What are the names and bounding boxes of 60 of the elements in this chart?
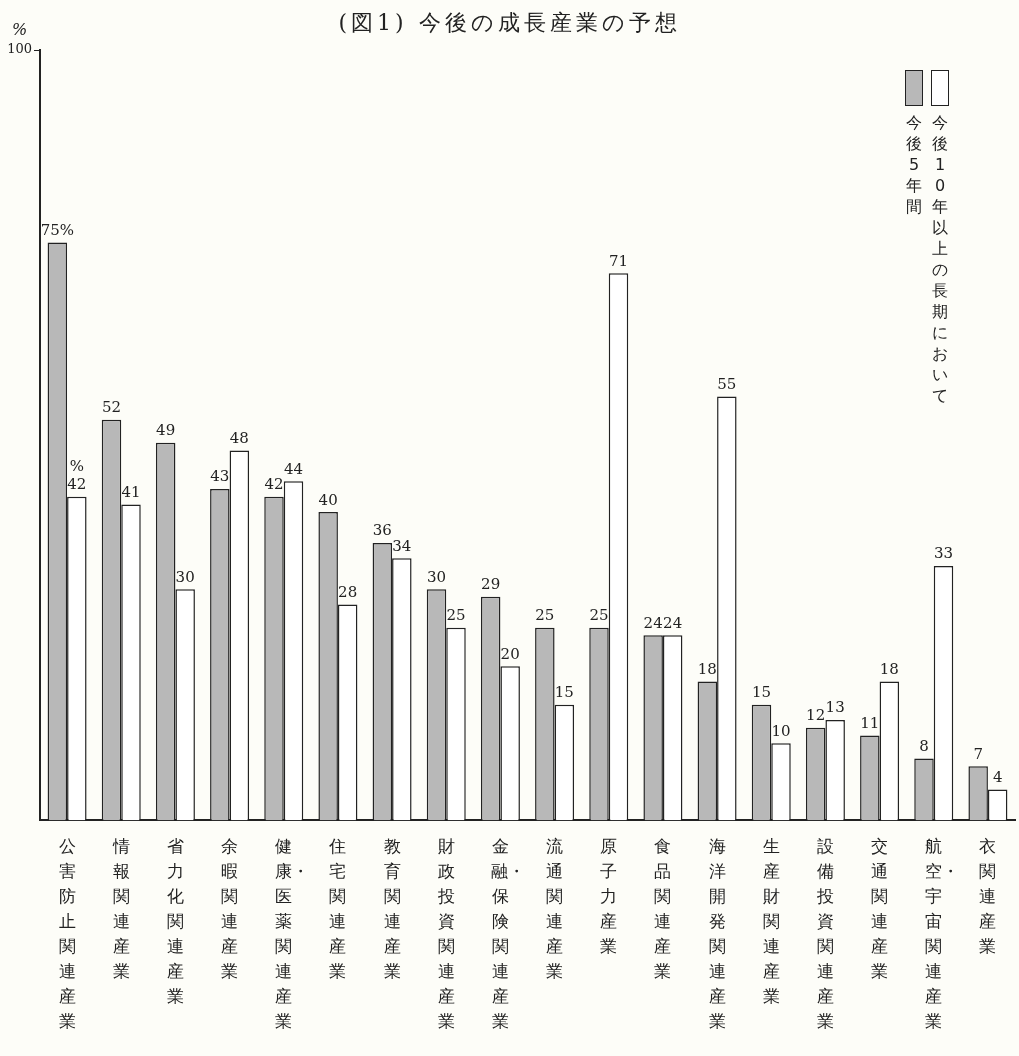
x-tick-label: 財政投資関連産業 bbox=[437, 835, 456, 1034]
data-label: 33 bbox=[933, 544, 954, 563]
data-label: 71 bbox=[608, 251, 629, 270]
data-label: 25 bbox=[535, 606, 555, 625]
data-label: 40 bbox=[318, 490, 338, 509]
data-label: 29 bbox=[481, 575, 501, 594]
data-label: 24 bbox=[663, 613, 683, 632]
text: 今後10年以上の長期において bbox=[932, 113, 948, 405]
x-tick-label: 海洋開発関連産業 bbox=[708, 835, 727, 1034]
x-tick-label: 余暇関連産業 bbox=[220, 835, 239, 984]
data-label: 15 bbox=[751, 683, 772, 702]
data-label: 25 bbox=[446, 606, 466, 625]
data-label: 15 bbox=[554, 683, 574, 702]
x-tick-label: 交通関連産業 bbox=[870, 835, 889, 984]
x-tick-label: 原子力産業 bbox=[599, 835, 618, 959]
data-label: 36 bbox=[372, 521, 392, 540]
x-tick-label: 金融・保険関連産業 bbox=[491, 835, 526, 1034]
x-tick-label: 生産財関連産業 bbox=[762, 835, 781, 1009]
data-label: 8 bbox=[919, 736, 929, 755]
x-tick-label: 教育関連産業 bbox=[383, 835, 402, 984]
x-tick-label: 航空・宇宙関連産業 bbox=[924, 835, 959, 1034]
data-label: 30 bbox=[175, 567, 195, 586]
annotation: % bbox=[69, 457, 84, 476]
x-tick-label: 情報関連産業 bbox=[112, 835, 131, 984]
data-label: 42 bbox=[264, 475, 284, 494]
data-label: 30 bbox=[426, 567, 447, 586]
chart-title: (図1) 今後の成長産業の予想 bbox=[338, 10, 681, 35]
data-label: 44 bbox=[283, 459, 304, 478]
data-label: 18 bbox=[697, 659, 717, 678]
data-label: 55 bbox=[717, 374, 737, 393]
legend-label: 今後5年間 bbox=[905, 112, 923, 217]
data-label: 25 bbox=[589, 606, 609, 625]
data-label: 11 bbox=[860, 713, 880, 732]
y-axis-title: % bbox=[12, 20, 28, 39]
data-label: 48 bbox=[229, 428, 249, 447]
data-label: 42 bbox=[67, 475, 87, 494]
data-label: 49 bbox=[156, 421, 176, 440]
x-tick-label: 住宅関連産業 bbox=[328, 835, 347, 984]
data-label: 52 bbox=[101, 398, 122, 417]
x-tick-label: 食品関連産業 bbox=[653, 835, 672, 984]
data-label: 7 bbox=[973, 744, 983, 763]
data-label: 43 bbox=[210, 467, 230, 486]
data-label: 10 bbox=[771, 721, 791, 740]
x-tick-label: 流通関連産業 bbox=[545, 835, 564, 984]
x-tick-label: 衣関連産業 bbox=[978, 835, 997, 959]
data-label: 18 bbox=[879, 659, 899, 678]
data-label: 24 bbox=[643, 613, 663, 632]
x-tick-label: 省力化関連産業 bbox=[166, 835, 185, 1009]
data-label: 28 bbox=[338, 582, 358, 601]
x-tick-label: 健康・医薬関連産業 bbox=[274, 835, 309, 1034]
data-label: 34 bbox=[392, 536, 412, 555]
data-label: 4 bbox=[992, 767, 1003, 786]
data-label: 12 bbox=[806, 706, 826, 725]
data-label: 41 bbox=[121, 482, 141, 501]
data-label: 20 bbox=[500, 644, 520, 663]
x-tick-label: 公害防止関連産業 bbox=[58, 835, 77, 1034]
x-tick-label: 設備投資関連産業 bbox=[816, 835, 835, 1034]
y-tick-label: 100 bbox=[7, 41, 32, 57]
data-label: 13 bbox=[825, 698, 845, 717]
data-label: 75% bbox=[40, 220, 75, 239]
